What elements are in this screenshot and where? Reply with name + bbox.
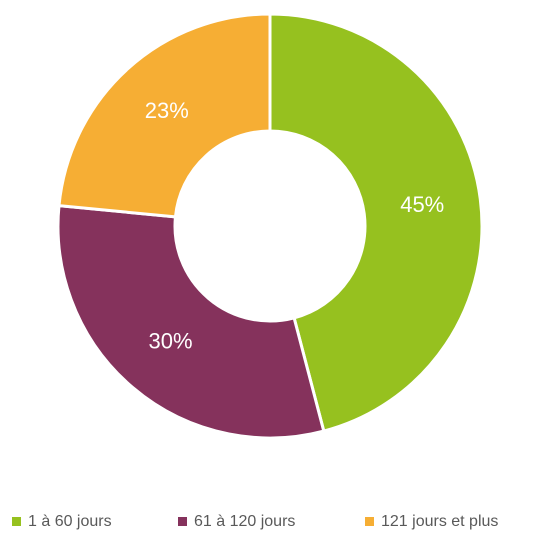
legend-label: 121 jours et plus — [381, 513, 498, 530]
value-label: 23% — [145, 98, 189, 123]
legend-label: 61 à 120 jours — [194, 513, 295, 530]
legend-swatch — [365, 517, 374, 526]
donut-slice — [268, 12, 484, 433]
legend-swatch — [12, 517, 21, 526]
legend-swatch — [178, 517, 187, 526]
value-label: 30% — [148, 329, 192, 354]
donut-slice — [56, 204, 326, 440]
donut-slice — [57, 12, 272, 219]
legend-label: 1 à 60 jours — [28, 513, 112, 530]
value-label: 45% — [400, 192, 444, 217]
